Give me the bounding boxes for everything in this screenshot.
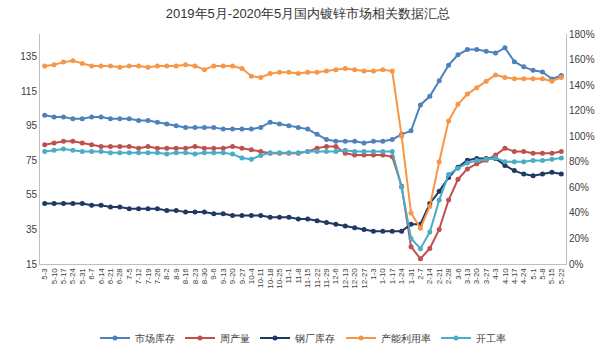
svg-text:120%: 120% <box>569 105 595 116</box>
svg-text:7-5: 7-5 <box>125 268 134 280</box>
svg-text:8-2: 8-2 <box>162 268 171 280</box>
svg-text:1-24: 1-24 <box>397 268 406 285</box>
svg-text:8-9: 8-9 <box>172 268 181 280</box>
svg-text:35: 35 <box>26 224 38 235</box>
svg-text:140%: 140% <box>569 80 595 91</box>
svg-text:周产量: 周产量 <box>220 333 250 344</box>
svg-text:5-3: 5-3 <box>40 268 49 280</box>
svg-text:6-28: 6-28 <box>115 268 124 285</box>
svg-text:9-13: 9-13 <box>219 268 228 285</box>
svg-text:75: 75 <box>26 155 38 166</box>
svg-text:12-20: 12-20 <box>350 268 359 289</box>
svg-text:11-8: 11-8 <box>294 268 303 284</box>
svg-text:115: 115 <box>21 86 37 97</box>
svg-text:5-17: 5-17 <box>59 268 68 285</box>
svg-text:60%: 60% <box>569 182 589 193</box>
svg-text:12-27: 12-27 <box>360 268 369 289</box>
svg-text:1-31: 1-31 <box>407 268 416 285</box>
svg-text:160%: 160% <box>569 54 595 65</box>
svg-text:12-6: 12-6 <box>331 268 340 285</box>
svg-text:0%: 0% <box>569 259 584 270</box>
svg-text:9-20: 9-20 <box>228 268 237 285</box>
svg-text:135: 135 <box>20 51 37 62</box>
svg-text:1-17: 1-17 <box>388 268 397 285</box>
svg-text:8-16: 8-16 <box>181 268 190 285</box>
svg-text:开工率: 开工率 <box>476 333 506 344</box>
svg-text:95: 95 <box>26 120 38 131</box>
svg-text:12-13: 12-13 <box>341 268 350 289</box>
svg-text:5-22: 5-22 <box>557 268 566 285</box>
svg-text:9-27: 9-27 <box>238 268 247 285</box>
svg-text:11-22: 11-22 <box>313 268 322 288</box>
svg-text:7-12: 7-12 <box>134 268 143 285</box>
svg-text:11-1: 11-1 <box>285 268 294 284</box>
svg-text:2-21: 2-21 <box>435 268 444 285</box>
svg-text:钢厂库存: 钢厂库存 <box>294 333 335 344</box>
svg-text:3-20: 3-20 <box>472 268 481 285</box>
svg-text:10-4: 10-4 <box>247 268 256 285</box>
svg-text:10-11: 10-11 <box>256 268 265 288</box>
svg-text:5-8: 5-8 <box>538 268 547 280</box>
svg-text:4-3: 4-3 <box>491 268 500 280</box>
svg-text:4-10: 4-10 <box>501 268 510 285</box>
svg-text:2019年5月-2020年5月国内镀锌市场相关数据汇总: 2019年5月-2020年5月国内镀锌市场相关数据汇总 <box>166 6 451 21</box>
svg-text:15: 15 <box>26 259 38 270</box>
svg-text:3-27: 3-27 <box>482 268 491 285</box>
svg-text:5-15: 5-15 <box>548 268 557 285</box>
svg-text:1-10: 1-10 <box>378 268 387 285</box>
svg-text:1-3: 1-3 <box>369 268 378 280</box>
svg-text:100%: 100% <box>569 131 595 142</box>
svg-text:5-10: 5-10 <box>50 268 59 285</box>
svg-text:10-25: 10-25 <box>275 268 284 289</box>
svg-text:5-24: 5-24 <box>68 268 77 285</box>
svg-text:2-28: 2-28 <box>444 268 453 285</box>
svg-text:55: 55 <box>26 189 38 200</box>
svg-text:8-30: 8-30 <box>200 268 209 285</box>
svg-text:3-13: 3-13 <box>463 268 472 285</box>
svg-text:市场库存: 市场库存 <box>135 333 175 344</box>
svg-text:9-6: 9-6 <box>209 268 218 280</box>
svg-text:6-14: 6-14 <box>97 268 106 285</box>
svg-text:180%: 180% <box>569 29 595 40</box>
svg-text:6-7: 6-7 <box>87 268 96 280</box>
svg-text:7-19: 7-19 <box>144 268 153 285</box>
svg-text:6-21: 6-21 <box>106 268 115 285</box>
svg-text:8-23: 8-23 <box>191 268 200 285</box>
svg-text:2-14: 2-14 <box>425 268 434 285</box>
svg-text:4-24: 4-24 <box>519 268 528 285</box>
svg-text:4-17: 4-17 <box>510 268 519 285</box>
svg-text:5-1: 5-1 <box>529 268 538 280</box>
svg-text:2-7: 2-7 <box>416 268 425 280</box>
svg-text:80%: 80% <box>569 156 589 167</box>
svg-text:20%: 20% <box>569 233 589 244</box>
svg-text:产能利用率: 产能利用率 <box>381 333 431 344</box>
svg-text:11-29: 11-29 <box>322 268 331 288</box>
svg-text:3-6: 3-6 <box>454 268 463 280</box>
svg-text:10-18: 10-18 <box>266 268 275 289</box>
svg-text:11-15: 11-15 <box>303 268 312 288</box>
svg-text:5-31: 5-31 <box>78 268 87 285</box>
svg-text:40%: 40% <box>569 207 589 218</box>
svg-text:7-26: 7-26 <box>153 268 162 285</box>
